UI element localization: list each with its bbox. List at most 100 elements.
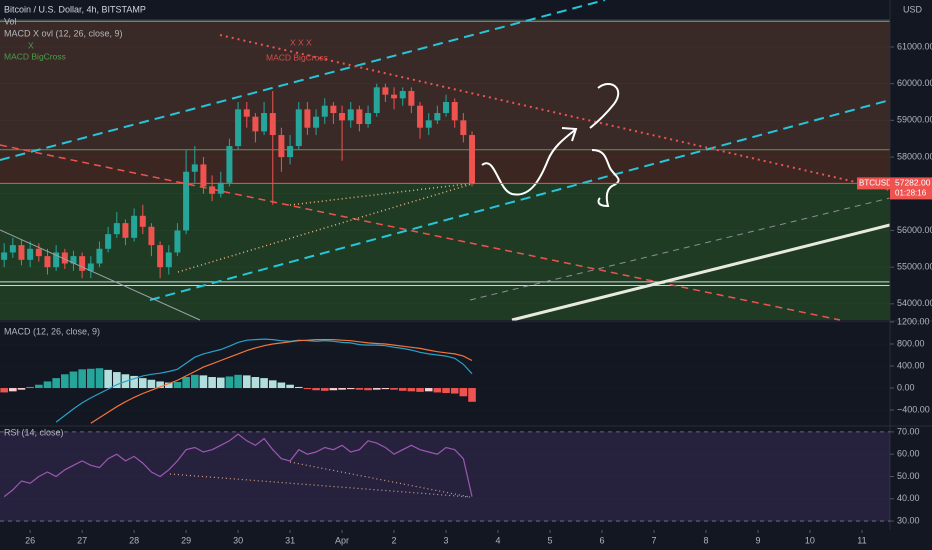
histogram-bar <box>329 388 338 391</box>
histogram-bar <box>234 374 242 389</box>
candle-body <box>61 252 68 264</box>
candle-body <box>113 223 120 235</box>
x-tick-label: 2 <box>392 535 397 545</box>
candle-body <box>96 248 103 264</box>
histogram-bar <box>69 371 78 389</box>
candle-body <box>157 245 164 268</box>
legend-item: Vol <box>4 16 17 26</box>
candle-body <box>417 105 424 128</box>
symbol-tag <box>857 177 890 190</box>
histogram-bar <box>78 369 86 389</box>
x-tick-label: 3 <box>444 535 449 545</box>
annotation: X <box>28 40 34 50</box>
candle-body <box>339 113 346 121</box>
trend-line <box>289 461 471 498</box>
y-tick-label: 0.00 <box>897 382 915 392</box>
candle-body <box>174 230 181 253</box>
candle-body <box>243 109 250 117</box>
pane-title: RSI (14, close) <box>4 427 64 437</box>
candle-body <box>18 245 25 260</box>
hand-drawing <box>561 127 578 142</box>
candle-body <box>269 113 276 136</box>
candle-body <box>330 105 337 114</box>
candle-body <box>1 252 8 260</box>
histogram-bar <box>346 388 355 390</box>
y-tick-label: 800.00 <box>897 338 925 348</box>
histogram-bar <box>390 388 398 390</box>
candle-body <box>209 186 216 194</box>
x-tick-label: 5 <box>548 535 553 545</box>
histogram-bar <box>139 378 147 389</box>
axis-unit: USD <box>903 4 923 14</box>
legend-item: MACD X ovl (12, 26, close, 9) <box>4 28 123 38</box>
price-tag <box>890 177 932 200</box>
x-tick-label: 11 <box>857 535 866 545</box>
x-tick-label: 26 <box>25 535 35 545</box>
histogram-bar <box>312 388 320 391</box>
y-tick-label: 40.00 <box>897 493 920 503</box>
candle-body <box>382 87 389 95</box>
y-tick-label: 54000.00 <box>897 298 932 308</box>
candle-body <box>87 263 94 271</box>
candle-body <box>321 105 328 117</box>
candle-body <box>451 102 458 121</box>
histogram-bar <box>294 386 303 389</box>
histogram-bar <box>156 381 164 389</box>
histogram-bar <box>43 381 52 389</box>
zone-upper <box>0 19 890 150</box>
candle-body <box>252 116 259 132</box>
histogram-bar <box>113 372 121 389</box>
y-tick-label: 55000.00 <box>897 262 932 272</box>
histogram-bar <box>355 388 364 390</box>
candle-body <box>391 94 398 99</box>
y-tick-label: 61000.00 <box>897 41 932 51</box>
histogram-bar <box>260 378 268 389</box>
histogram-bar <box>424 388 433 392</box>
x-tick-label: 9 <box>755 535 760 545</box>
y-tick-label: −400.00 <box>897 404 930 414</box>
histogram-bar <box>225 376 234 389</box>
histogram-bar <box>277 382 286 389</box>
candle-body <box>79 256 86 271</box>
macd-line <box>90 339 473 424</box>
histogram-bar <box>147 379 156 389</box>
candle-body <box>460 120 467 136</box>
candle-body <box>105 234 112 249</box>
y-tick-label: 56000.00 <box>897 225 932 235</box>
hand-drawing <box>591 149 620 208</box>
candle-body <box>27 248 34 260</box>
candle-body <box>131 215 138 238</box>
x-tick-label: 6 <box>599 535 604 545</box>
histogram-bar <box>208 377 216 389</box>
x-tick-label: 8 <box>703 535 708 545</box>
histogram-bar <box>450 388 459 394</box>
histogram-bar <box>0 388 8 393</box>
histogram-bar <box>182 377 190 389</box>
histogram-bar <box>52 378 60 389</box>
histogram-bar <box>416 388 424 392</box>
x-tick-label: 27 <box>77 535 87 545</box>
candle-body <box>53 252 60 268</box>
candle-body <box>70 256 77 264</box>
candle-body <box>122 223 129 238</box>
y-tick-label: 70.00 <box>897 426 920 436</box>
candle-body <box>139 215 146 227</box>
x-tick-label: 4 <box>496 535 501 545</box>
trend-line <box>0 229 201 321</box>
y-tick-label: 50.00 <box>897 471 920 481</box>
candle-body <box>347 109 354 121</box>
histogram-bar <box>442 388 450 393</box>
histogram-bar <box>104 369 112 389</box>
histogram-bar <box>199 375 208 389</box>
trend-line <box>219 34 891 191</box>
y-tick-label: 400.00 <box>897 360 925 370</box>
candle-body <box>313 116 320 128</box>
candle-body <box>399 91 406 99</box>
histogram-bar <box>26 386 34 389</box>
annotation: MACD BigCross <box>266 52 328 62</box>
candle-body <box>287 146 294 158</box>
symbol-label: BTCUSD <box>859 179 892 188</box>
y-tick-label: 30.00 <box>897 515 920 525</box>
histogram-bar <box>364 388 372 391</box>
